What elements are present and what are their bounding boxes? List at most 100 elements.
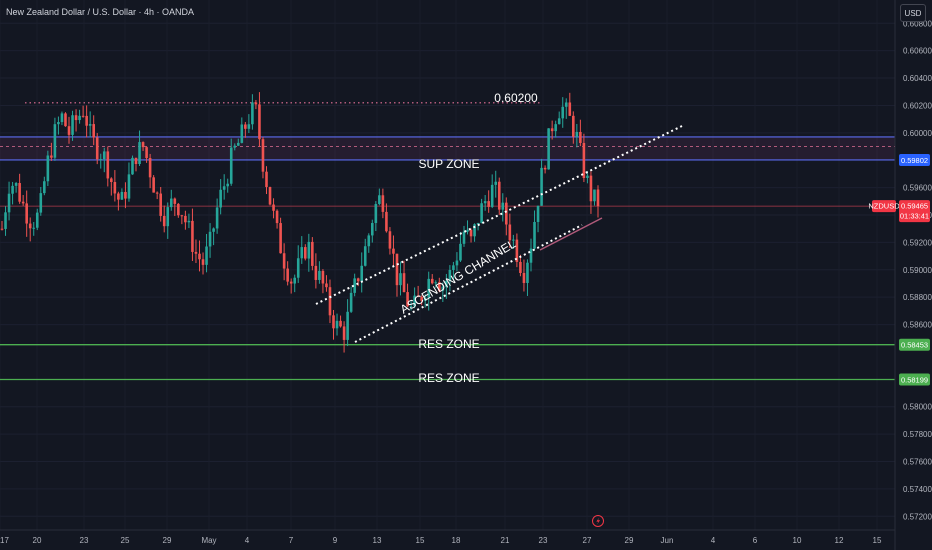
candle-body <box>258 104 261 140</box>
candle-body <box>395 253 399 286</box>
candle-body <box>46 155 50 182</box>
candle-body <box>152 177 155 193</box>
candle-body <box>64 113 67 127</box>
candle-body <box>81 115 85 117</box>
candle-body <box>561 106 565 119</box>
candle-body <box>406 292 409 307</box>
candle-body <box>388 231 392 249</box>
candle-body <box>18 183 21 202</box>
candle-body <box>113 182 117 194</box>
last-price-text: 0.59465 <box>901 202 928 211</box>
candle-body <box>321 270 325 284</box>
candle-body <box>162 215 166 227</box>
candle-body <box>568 102 572 116</box>
annotation-sup-zone: SUP ZONE <box>418 157 479 171</box>
date-tick-label: 18 <box>452 536 461 545</box>
candle-body <box>244 124 247 129</box>
date-tick-label: 29 <box>625 536 634 545</box>
price-tick-label: 0.60400 <box>903 74 932 83</box>
candle-body <box>342 326 346 340</box>
date-tick-label: 15 <box>873 536 882 545</box>
price-tick-label: 0.59200 <box>903 238 932 247</box>
candle-body <box>438 282 441 291</box>
candle-body <box>194 251 198 254</box>
time-axis[interactable]: 17 20 23 25 29 May 4 7 9 13 15 18 21 23 27 29 Jun 4 6 10 12 1… <box>0 536 882 545</box>
price-axis[interactable]: 0.60800 0.60600 0.60400 0.60200 0.60000 0.596… <box>903 19 932 521</box>
candle-body <box>219 189 222 208</box>
candle-body <box>92 124 95 138</box>
candle-body <box>4 212 7 229</box>
candle-body <box>138 142 141 165</box>
candle-body <box>328 287 332 316</box>
annotation-res-zone-1: RES ZONE <box>418 337 479 351</box>
candle-body <box>508 224 512 241</box>
candle-body <box>455 260 459 266</box>
candle-body <box>39 193 43 213</box>
currency-button[interactable]: USD <box>900 4 926 22</box>
candle-body <box>374 204 378 224</box>
candle-body <box>201 259 205 265</box>
candle-body <box>7 193 11 213</box>
candle-body <box>60 113 64 123</box>
candle-body <box>240 124 244 143</box>
candle-body <box>512 239 515 241</box>
date-tick-label: May <box>201 536 216 545</box>
date-tick-label: 29 <box>163 536 172 545</box>
candle-body <box>205 246 208 265</box>
candle-body <box>378 195 381 205</box>
price-tick-label: 0.58000 <box>903 403 932 412</box>
lightning-icon[interactable] <box>592 515 604 527</box>
symbol-badge <box>872 200 896 213</box>
candle-body <box>102 151 106 160</box>
candle-body <box>303 247 307 259</box>
res1-badge <box>899 338 930 351</box>
candle-body <box>448 269 452 282</box>
candle-body <box>14 183 18 186</box>
date-tick-label: 23 <box>539 536 548 545</box>
annotation-top-level: 0.60200 <box>494 91 538 105</box>
date-tick-label: 25 <box>121 536 130 545</box>
candle-body <box>226 183 230 187</box>
price-tick-label: 0.60000 <box>903 129 932 138</box>
candle-body <box>349 292 353 312</box>
candle-body <box>236 142 240 146</box>
candle-body <box>420 297 423 301</box>
candle-body <box>476 222 480 225</box>
candle-body <box>318 270 321 280</box>
candle-body <box>198 253 201 260</box>
candle-body <box>399 273 402 286</box>
candle-body <box>445 281 448 287</box>
candle-body <box>265 171 268 188</box>
res1-badge-text: 0.58453 <box>901 341 928 350</box>
candle-body <box>148 158 152 178</box>
candle-body <box>127 174 131 199</box>
candle-body <box>533 221 536 249</box>
candle-body <box>35 212 39 228</box>
candle-body <box>275 210 279 224</box>
candle-body <box>385 211 388 232</box>
candle-body <box>233 145 237 148</box>
candle-body <box>459 243 462 261</box>
candle-body <box>99 159 103 161</box>
candle-body <box>166 207 170 227</box>
candle-body <box>469 229 473 237</box>
candle-body <box>134 157 138 165</box>
date-tick-label: 17 <box>0 536 9 545</box>
price-tick-label: 0.60600 <box>903 47 932 56</box>
candle-body <box>169 198 173 208</box>
candle-body <box>71 115 74 135</box>
date-tick-label: 27 <box>583 536 592 545</box>
price-tick-label: 0.57800 <box>903 430 932 439</box>
candle-body <box>360 265 364 282</box>
candle-body <box>268 187 272 205</box>
candle-body <box>254 102 258 105</box>
candle-body <box>145 147 148 159</box>
candle-body <box>441 286 445 291</box>
candle-body <box>494 181 498 185</box>
candle-body <box>557 118 561 125</box>
candle-body <box>74 115 78 121</box>
candle-body <box>215 207 219 229</box>
